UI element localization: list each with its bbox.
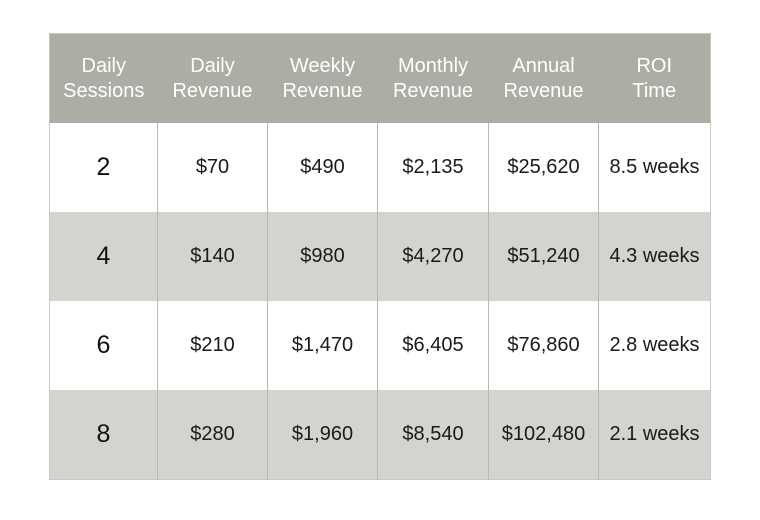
table-row: 6 $210 $1,470 $6,405 $76,860 2.8 weeks — [49, 301, 711, 390]
cell-weekly-revenue: $1,470 — [267, 301, 378, 390]
cell-roi-time: 2.1 weeks — [598, 390, 711, 480]
cell-daily-revenue: $70 — [157, 123, 268, 212]
cell-daily-sessions: 6 — [49, 301, 158, 390]
cell-annual-revenue: $25,620 — [488, 123, 599, 212]
header-line: Revenue — [172, 79, 253, 102]
table-header: Daily Sessions Daily Revenue Weekly Reve… — [49, 33, 711, 123]
table-body: 2 $70 $490 $2,135 $25,620 8.5 weeks 4 $1… — [49, 123, 711, 480]
header-line: Sessions — [63, 79, 145, 102]
header-cell-annual-revenue: Annual Revenue — [488, 33, 599, 123]
header-line: Time — [632, 79, 677, 102]
header-line: Revenue — [503, 79, 584, 102]
cell-annual-revenue: $76,860 — [488, 301, 599, 390]
cell-daily-sessions: 2 — [49, 123, 158, 212]
cell-roi-time: 8.5 weeks — [598, 123, 711, 212]
cell-roi-time: 2.8 weeks — [598, 301, 711, 390]
cell-weekly-revenue: $490 — [267, 123, 378, 212]
cell-daily-revenue: $140 — [157, 212, 268, 301]
header-cell-daily-revenue: Daily Revenue — [157, 33, 268, 123]
header-cell-roi-time: ROI Time — [598, 33, 711, 123]
cell-monthly-revenue: $6,405 — [377, 301, 489, 390]
cell-annual-revenue: $51,240 — [488, 212, 599, 301]
cell-monthly-revenue: $4,270 — [377, 212, 489, 301]
header-line: Monthly — [397, 54, 469, 77]
cell-roi-time: 4.3 weeks — [598, 212, 711, 301]
roi-table: Daily Sessions Daily Revenue Weekly Reve… — [49, 33, 711, 480]
cell-annual-revenue: $102,480 — [488, 390, 599, 480]
cell-monthly-revenue: $2,135 — [377, 123, 489, 212]
header-cell-monthly-revenue: Monthly Revenue — [377, 33, 489, 123]
header-line: Daily — [190, 54, 235, 77]
header-line: Revenue — [392, 79, 474, 102]
cell-daily-sessions: 8 — [49, 390, 158, 480]
header-line: Revenue — [282, 79, 363, 102]
table-row: 4 $140 $980 $4,270 $51,240 4.3 weeks — [49, 212, 711, 301]
header-cell-weekly-revenue: Weekly Revenue — [267, 33, 378, 123]
header-line: Weekly — [289, 54, 356, 77]
table-row: 2 $70 $490 $2,135 $25,620 8.5 weeks — [49, 123, 711, 212]
cell-daily-revenue: $210 — [157, 301, 268, 390]
table-row: 8 $280 $1,960 $8,540 $102,480 2.1 weeks — [49, 390, 711, 480]
cell-monthly-revenue: $8,540 — [377, 390, 489, 480]
header-line: Annual — [512, 54, 575, 77]
cell-daily-revenue: $280 — [157, 390, 268, 480]
header-row: Daily Sessions Daily Revenue Weekly Reve… — [49, 33, 711, 123]
header-line: Daily — [81, 54, 126, 77]
cell-daily-sessions: 4 — [49, 212, 158, 301]
cell-weekly-revenue: $980 — [267, 212, 378, 301]
cell-weekly-revenue: $1,960 — [267, 390, 378, 480]
header-line: ROI — [636, 54, 673, 77]
header-cell-daily-sessions: Daily Sessions — [49, 33, 158, 123]
